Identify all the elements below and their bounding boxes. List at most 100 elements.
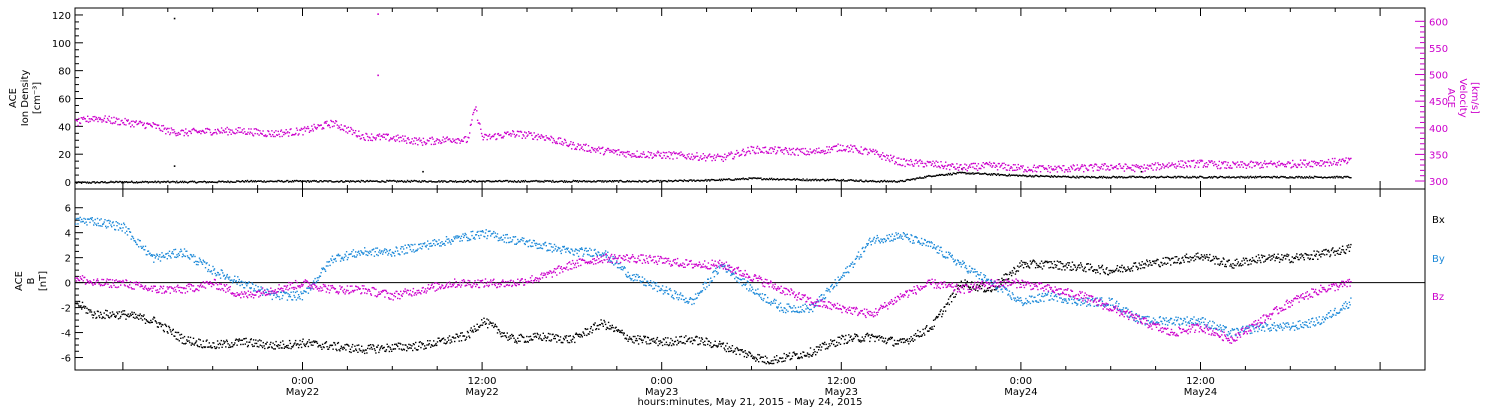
data-point: [282, 181, 284, 183]
data-point: [420, 181, 422, 183]
data-point: [1318, 176, 1321, 178]
data-point: [1240, 175, 1242, 178]
data-point: [388, 180, 390, 182]
data-point: [1006, 169, 1008, 171]
data-point: [237, 340, 240, 342]
data-point: [488, 133, 491, 136]
data-point: [505, 336, 508, 339]
data-point: [239, 181, 242, 183]
data-point: [372, 344, 374, 346]
data-point: [86, 307, 88, 309]
data-point: [1027, 175, 1029, 178]
data-point: [503, 180, 505, 182]
data-point: [913, 165, 915, 167]
data-point: [276, 295, 279, 298]
data-point: [500, 134, 502, 136]
data-point: [1028, 175, 1030, 177]
data-point: [996, 165, 998, 168]
data-point: [132, 313, 134, 315]
data-point: [982, 282, 984, 285]
data-point: [427, 344, 430, 346]
data-point: [716, 346, 719, 348]
data-point: [296, 129, 299, 131]
data-point: [1133, 175, 1135, 178]
data-point: [878, 156, 881, 158]
data-point: [876, 150, 878, 153]
data-point: [935, 160, 937, 162]
data-point: [729, 350, 731, 352]
data-point: [628, 336, 631, 338]
data-point: [1033, 164, 1035, 166]
data-point: [677, 180, 680, 182]
data-point: [1073, 165, 1075, 167]
data-point: [665, 157, 667, 159]
data-point: [1016, 270, 1018, 272]
data-point: [1101, 266, 1103, 268]
data-point: [698, 159, 700, 161]
data-point: [701, 338, 704, 340]
data-point: [1017, 163, 1019, 166]
data-point: [116, 180, 118, 183]
data-point: [208, 264, 210, 266]
data-point: [756, 145, 759, 148]
data-point: [169, 181, 171, 184]
velocity-tick-label: 300: [1429, 177, 1448, 188]
data-point: [772, 150, 775, 153]
data-point: [159, 129, 161, 131]
data-point: [634, 339, 637, 342]
data-point: [399, 180, 402, 183]
data-point: [1046, 168, 1048, 170]
data-point: [202, 130, 204, 132]
data-point: [404, 135, 406, 137]
data-point: [269, 180, 271, 182]
data-point: [626, 150, 629, 153]
data-point: [869, 340, 871, 343]
data-point: [744, 154, 747, 156]
data-point: [213, 132, 215, 134]
data-point: [901, 164, 903, 167]
data-point: [445, 140, 447, 143]
data-point: [1111, 167, 1114, 169]
data-point: [1272, 254, 1274, 257]
data-point: [849, 150, 851, 152]
data-point: [555, 142, 557, 145]
data-point: [1106, 165, 1108, 167]
data-point: [425, 143, 427, 146]
data-point: [497, 132, 500, 135]
data-point: [475, 329, 478, 331]
data-point: [480, 180, 482, 183]
data-point: [295, 344, 298, 346]
data-point: [108, 181, 110, 184]
data-point: [841, 334, 843, 337]
data-point: [798, 178, 800, 181]
data-point: [303, 344, 306, 347]
data-point: [91, 181, 94, 183]
data-point: [374, 137, 376, 139]
data-point: [797, 178, 799, 181]
data-point: [712, 179, 714, 181]
data-point: [386, 179, 388, 182]
data-point: [415, 341, 417, 344]
data-point: [259, 180, 261, 182]
data-point: [721, 156, 724, 158]
data-point: [1055, 266, 1057, 268]
data-point: [1062, 175, 1064, 177]
data-point: [1196, 177, 1198, 179]
data-point: [1233, 267, 1235, 269]
data-point: [228, 181, 230, 183]
data-point: [1156, 167, 1158, 169]
data-point: [1337, 249, 1339, 252]
data-point: [93, 222, 96, 224]
data-point: [878, 339, 880, 341]
data-point: [82, 306, 84, 308]
data-point: [347, 180, 350, 182]
data-point: [459, 142, 461, 144]
data-point: [84, 305, 87, 308]
data-point: [729, 153, 732, 155]
data-point: [807, 353, 809, 356]
data-point: [413, 140, 415, 142]
data-point: [151, 321, 153, 323]
data-point: [1110, 177, 1112, 179]
data-point: [1099, 176, 1102, 179]
